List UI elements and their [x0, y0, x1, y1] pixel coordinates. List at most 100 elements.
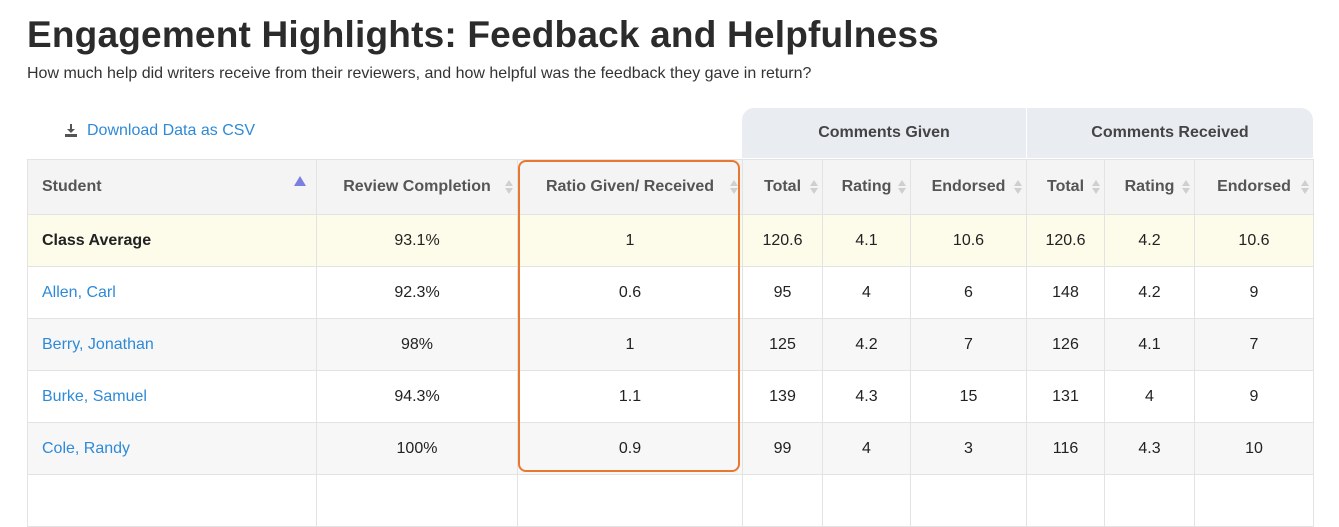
header-given-rating[interactable]: Rating: [822, 159, 911, 215]
cell-review-completion: 94.3%: [316, 370, 518, 423]
cell-given-total: 125: [742, 318, 823, 371]
cell-given-endorsed: 7: [910, 318, 1027, 371]
class-average-label: Class Average: [27, 214, 317, 267]
sort-icon[interactable]: [810, 180, 818, 194]
student-link[interactable]: Burke, Samuel: [42, 387, 147, 405]
cell-received-total: 148: [1026, 266, 1105, 319]
cell-given-endorsed: 15: [910, 370, 1027, 423]
student-name-cell: Burke, Samuel: [27, 370, 317, 423]
header-given-endorsed[interactable]: Endorsed: [910, 159, 1027, 215]
cell-received-endorsed: 7: [1194, 318, 1314, 371]
cell-given-total: 120.6: [742, 214, 823, 267]
table-row: Allen, Carl 92.3% 0.6 95 4 6 148 4.2 9: [27, 266, 1314, 319]
cell-received-endorsed: 9: [1194, 266, 1314, 319]
sort-icon[interactable]: [1301, 180, 1309, 194]
table-cell: [822, 474, 911, 527]
table-row-partial: [27, 474, 1314, 527]
cell-review-completion: 98%: [316, 318, 518, 371]
cell-given-total: 95: [742, 266, 823, 319]
cell-ratio: 0.9: [517, 422, 743, 475]
table-cell: [910, 474, 1027, 527]
cell-review-completion: 100%: [316, 422, 518, 475]
table-cell: [1194, 474, 1314, 527]
download-csv-link[interactable]: Download Data as CSV: [63, 122, 255, 140]
cell-received-rating: 4.2: [1104, 214, 1195, 267]
header-student-label[interactable]: Student: [42, 178, 102, 195]
table-cell: [1104, 474, 1195, 527]
cell-review-completion: 92.3%: [316, 266, 518, 319]
header-received-endorsed[interactable]: Endorsed: [1194, 159, 1314, 215]
header-given-endorsed-label[interactable]: Endorsed: [931, 178, 1006, 195]
header-received-endorsed-label[interactable]: Endorsed: [1217, 178, 1291, 195]
page-title: Engagement Highlights: Feedback and Help…: [27, 14, 939, 55]
cell-received-rating: 4.1: [1104, 318, 1195, 371]
header-received-total-label[interactable]: Total: [1046, 178, 1085, 195]
student-name-cell: Allen, Carl: [27, 266, 317, 319]
group-header-comments-given: Comments Given: [742, 108, 1027, 158]
header-review-completion[interactable]: Review Completion: [316, 159, 518, 215]
sort-icon[interactable]: [1092, 180, 1100, 194]
cell-given-rating: 4: [822, 422, 911, 475]
download-csv-label[interactable]: Download Data as CSV: [87, 122, 256, 139]
sort-icon[interactable]: [1182, 180, 1190, 194]
cell-given-endorsed: 3: [910, 422, 1027, 475]
cell-received-total: 116: [1026, 422, 1105, 475]
table-header-row: Student Review Completion Ratio Given/ R…: [27, 159, 1314, 215]
cell-received-endorsed: 10: [1194, 422, 1314, 475]
table-cell: [316, 474, 518, 527]
cell-given-endorsed: 10.6: [910, 214, 1027, 267]
sort-ascending-icon[interactable]: [294, 176, 306, 186]
table-row: Cole, Randy 100% 0.9 99 4 3 116 4.3 10: [27, 422, 1314, 475]
cell-given-endorsed: 6: [910, 266, 1027, 319]
cell-received-rating: 4: [1104, 370, 1195, 423]
table-cell: [517, 474, 743, 527]
cell-ratio: 1: [517, 318, 743, 371]
header-given-rating-label[interactable]: Rating: [841, 178, 892, 195]
cell-given-rating: 4.2: [822, 318, 911, 371]
header-received-rating-label[interactable]: Rating: [1124, 178, 1175, 195]
table-cell: [742, 474, 823, 527]
cell-received-endorsed: 9: [1194, 370, 1314, 423]
cell-received-total: 131: [1026, 370, 1105, 423]
cell-received-rating: 4.3: [1104, 422, 1195, 475]
cell-received-total: 120.6: [1026, 214, 1105, 267]
cell-given-rating: 4.1: [822, 214, 911, 267]
cell-review-completion: 93.1%: [316, 214, 518, 267]
student-name-cell: Berry, Jonathan: [27, 318, 317, 371]
header-review-completion-label[interactable]: Review Completion: [343, 178, 491, 195]
group-header-comments-received: Comments Received: [1027, 108, 1313, 158]
table-row: Berry, Jonathan 98% 1 125 4.2 7 126 4.1 …: [27, 318, 1314, 371]
header-received-rating[interactable]: Rating: [1104, 159, 1195, 215]
cell-given-total: 99: [742, 422, 823, 475]
header-ratio-label[interactable]: Ratio Given/ Received: [545, 178, 715, 195]
page-subtitle: How much help did writers receive from t…: [27, 65, 812, 82]
table-cell: [27, 474, 317, 527]
header-student[interactable]: Student: [27, 159, 317, 215]
cell-received-total: 126: [1026, 318, 1105, 371]
cell-given-rating: 4.3: [822, 370, 911, 423]
header-given-total[interactable]: Total: [742, 159, 823, 215]
table-cell: [1026, 474, 1105, 527]
student-link[interactable]: Allen, Carl: [42, 283, 116, 301]
sort-icon[interactable]: [730, 180, 738, 194]
student-link[interactable]: Cole, Randy: [42, 439, 131, 457]
cell-ratio: 0.6: [517, 266, 743, 319]
header-given-total-label[interactable]: Total: [763, 178, 802, 195]
cell-given-rating: 4: [822, 266, 911, 319]
student-link[interactable]: Berry, Jonathan: [42, 335, 154, 353]
cell-received-endorsed: 10.6: [1194, 214, 1314, 267]
engagement-table: Student Review Completion Ratio Given/ R…: [27, 159, 1314, 527]
sort-icon[interactable]: [898, 180, 906, 194]
header-ratio[interactable]: Ratio Given/ Received: [517, 159, 743, 215]
download-icon: [65, 124, 77, 137]
table-row-class-average: Class Average 93.1% 1 120.6 4.1 10.6 120…: [27, 214, 1314, 267]
cell-given-total: 139: [742, 370, 823, 423]
cell-ratio: 1: [517, 214, 743, 267]
cell-ratio: 1.1: [517, 370, 743, 423]
sort-icon[interactable]: [505, 180, 513, 194]
cell-received-rating: 4.2: [1104, 266, 1195, 319]
header-received-total[interactable]: Total: [1026, 159, 1105, 215]
sort-icon[interactable]: [1014, 180, 1022, 194]
student-name-cell: Cole, Randy: [27, 422, 317, 475]
table-row: Burke, Samuel 94.3% 1.1 139 4.3 15 131 4…: [27, 370, 1314, 423]
